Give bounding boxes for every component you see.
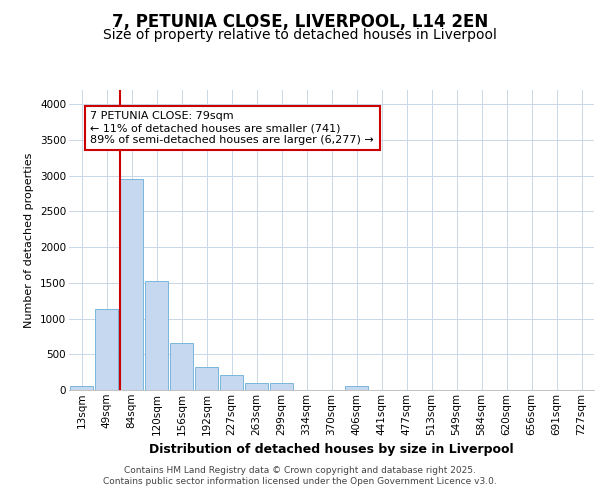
Bar [245, 383, 268, 390]
Bar [145, 280, 168, 390]
Bar [170, 343, 193, 390]
X-axis label: Distribution of detached houses by size in Liverpool: Distribution of detached houses by size … [149, 443, 514, 456]
Text: Size of property relative to detached houses in Liverpool: Size of property relative to detached ho… [103, 28, 497, 42]
Y-axis label: Number of detached properties: Number of detached properties [25, 152, 34, 328]
Text: Contains HM Land Registry data © Crown copyright and database right 2025.: Contains HM Land Registry data © Crown c… [124, 466, 476, 475]
Bar [345, 386, 368, 390]
Bar [95, 310, 118, 390]
Text: 7 PETUNIA CLOSE: 79sqm
← 11% of detached houses are smaller (741)
89% of semi-de: 7 PETUNIA CLOSE: 79sqm ← 11% of detached… [90, 112, 374, 144]
Bar [270, 383, 293, 390]
Text: 7, PETUNIA CLOSE, LIVERPOOL, L14 2EN: 7, PETUNIA CLOSE, LIVERPOOL, L14 2EN [112, 12, 488, 30]
Bar [195, 367, 218, 390]
Bar [120, 178, 143, 390]
Bar [70, 386, 93, 390]
Text: Contains public sector information licensed under the Open Government Licence v3: Contains public sector information licen… [103, 477, 497, 486]
Bar [220, 375, 243, 390]
